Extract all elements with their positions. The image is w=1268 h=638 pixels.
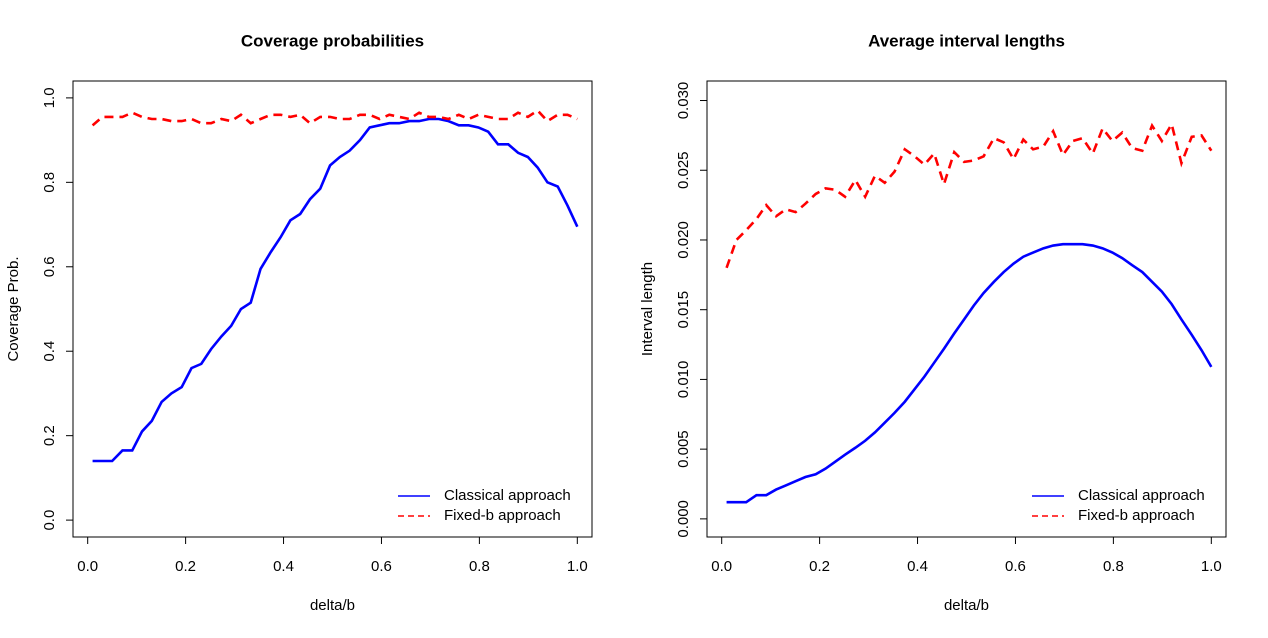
- y-tick-label: 0.0: [41, 510, 58, 531]
- legend-label: Classical approach: [1078, 487, 1205, 504]
- y-tick-label: 0.005: [675, 430, 692, 468]
- y-tick-label: 0.020: [675, 221, 692, 259]
- y-axis-label: Coverage Prob.: [5, 256, 22, 361]
- y-tick-label: 0.000: [675, 500, 692, 538]
- y-tick-label: 0.030: [675, 82, 692, 120]
- legend-label: Fixed-b approach: [1078, 507, 1195, 524]
- x-tick-label: 0.4: [907, 558, 928, 575]
- y-tick-label: 0.015: [675, 291, 692, 329]
- y-tick-label: 0.025: [675, 151, 692, 189]
- y-tick-label: 0.010: [675, 361, 692, 399]
- x-tick-label: 0.8: [1103, 558, 1124, 575]
- x-tick-label: 1.0: [567, 558, 588, 575]
- y-axis-label: Interval length: [639, 262, 656, 356]
- x-axis-label: delta/b: [310, 597, 355, 614]
- x-tick-label: 0.4: [273, 558, 294, 575]
- x-tick-label: 0.0: [711, 558, 732, 575]
- data-line: [725, 120, 1213, 269]
- data-line: [91, 108, 578, 127]
- plot-frame: [706, 80, 1227, 538]
- y-tick-label: 0.4: [41, 341, 58, 362]
- x-tick-label: 1.0: [1201, 558, 1222, 575]
- y-tick-label: 0.2: [41, 425, 58, 446]
- x-tick-label: 0.0: [77, 558, 98, 575]
- x-axis-label: delta/b: [944, 597, 989, 614]
- x-tick-label: 0.2: [809, 558, 830, 575]
- x-tick-label: 0.6: [371, 558, 392, 575]
- x-tick-label: 0.6: [1005, 558, 1026, 575]
- legend-label: Classical approach: [444, 487, 571, 504]
- y-tick-label: 0.8: [41, 172, 58, 193]
- x-tick-label: 0.8: [469, 558, 490, 575]
- x-tick-label: 0.2: [175, 558, 196, 575]
- chart-title: Coverage probabilities: [241, 31, 424, 50]
- legend-label: Fixed-b approach: [444, 507, 561, 524]
- data-line: [726, 242, 1213, 504]
- chart-title: Average interval lengths: [868, 31, 1065, 50]
- y-tick-label: 1.0: [41, 87, 58, 108]
- data-line: [92, 117, 579, 463]
- y-tick-label: 0.6: [41, 256, 58, 277]
